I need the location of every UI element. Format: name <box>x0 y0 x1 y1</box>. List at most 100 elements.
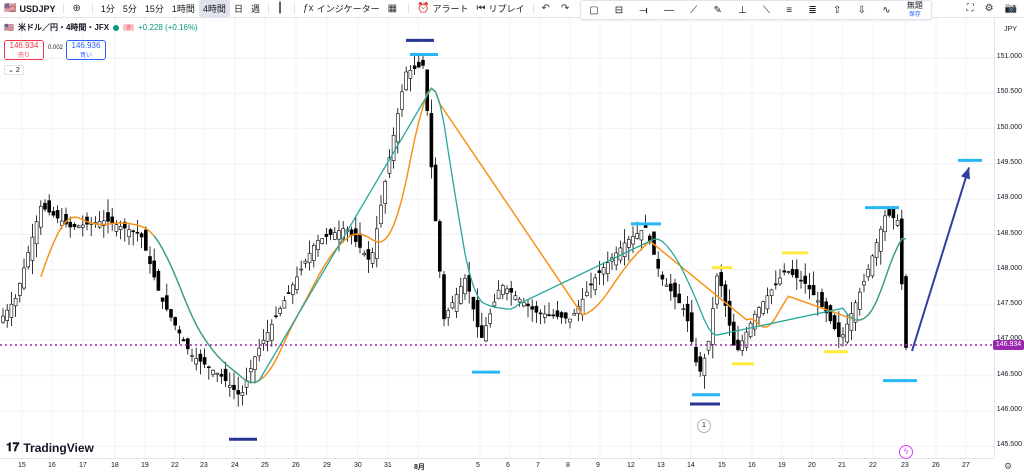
grid-icon: ▦ <box>387 3 398 14</box>
candle-body <box>542 313 547 318</box>
redo-button[interactable]: ↷ <box>557 0 576 17</box>
redo-icon: ↷ <box>560 3 570 14</box>
candle-body <box>400 91 404 110</box>
horizontal-line-icon[interactable]: ⊟ <box>614 4 624 16</box>
time-tick: 15 <box>18 462 26 469</box>
time-tick: 13 <box>657 462 665 469</box>
candle-body <box>446 310 451 318</box>
candle-body <box>622 242 627 257</box>
templates-button[interactable]: ▦ <box>384 0 404 17</box>
candle-body <box>228 384 232 388</box>
candle-body <box>761 301 766 314</box>
legend-title: 米ドル／円・4時間・JFX <box>17 23 110 32</box>
price-tick: 150.500 <box>996 88 1022 96</box>
candle-body <box>299 268 304 271</box>
candle-body <box>320 238 325 244</box>
symbol-search[interactable]: 🇺🇸 USDJPY <box>0 0 59 17</box>
candle-body <box>13 298 18 307</box>
undo-button[interactable]: ↶ <box>538 0 557 17</box>
candle-body <box>513 295 518 300</box>
extended-line-icon[interactable]: ⟍ <box>763 4 771 16</box>
ema-fast-line <box>40 87 907 384</box>
candle-body <box>425 69 430 111</box>
time-tick: 29 <box>323 462 331 469</box>
interval-5m[interactable]: 5分 <box>122 4 137 14</box>
camera-button[interactable]: 📷 <box>1001 0 1024 17</box>
chart-type-button[interactable]: ┃ <box>273 0 290 17</box>
candle-body <box>81 224 85 228</box>
candle-body <box>328 229 333 235</box>
candle-body <box>144 229 148 251</box>
candle-body <box>152 260 156 278</box>
status-badge: ⊘ <box>123 24 135 31</box>
camera-icon: 📷 <box>1004 3 1017 14</box>
rectangle-icon[interactable]: ▢ <box>589 4 599 16</box>
axis-settings-icon[interactable]: ⚙ <box>1004 461 1013 471</box>
price-chart[interactable] <box>0 18 994 458</box>
candle-body <box>538 312 543 315</box>
interval-1d[interactable]: 日 <box>233 4 243 14</box>
candle-body <box>412 65 417 69</box>
candle-body <box>408 70 413 79</box>
price-axis[interactable]: JPY 151.000 150.500 150.000 149.500 149.000 1… <box>994 18 1024 458</box>
save-layout-button[interactable]: 無題 保存 <box>906 0 923 19</box>
unsaved-label: 無題 <box>906 0 923 10</box>
candle-body <box>874 242 879 258</box>
indicators-button[interactable]: ƒx インジケーター <box>299 0 384 17</box>
settings-button[interactable]: ⚙ <box>981 0 1001 17</box>
long-position-icon[interactable]: ≡ <box>786 4 793 16</box>
trend-line-icon[interactable]: ⟋ <box>690 4 698 16</box>
replay-button[interactable]: ⏮ リプレイ <box>473 0 529 17</box>
candle-body <box>358 233 362 248</box>
compare-button[interactable]: ⊕ <box>68 0 87 17</box>
candle-body <box>1 315 5 323</box>
candle-body <box>660 274 665 280</box>
candle-body <box>626 239 631 248</box>
candle-body <box>484 325 488 342</box>
flag-icon: 🇺🇸 <box>4 3 17 14</box>
path-icon[interactable]: ∿ <box>882 4 891 16</box>
candle-body <box>614 252 619 266</box>
arrow-down-icon[interactable]: ⇩ <box>857 4 866 16</box>
gear-icon: ⚙ <box>984 3 994 14</box>
candle-body <box>148 256 152 265</box>
time-tick: 16 <box>48 462 56 469</box>
time-tick: 17 <box>79 462 87 469</box>
candle-body <box>492 301 497 307</box>
brush-icon[interactable]: ✎ <box>713 4 722 16</box>
indicator-toggle[interactable]: ⌄ 2 <box>4 65 24 75</box>
interval-4h[interactable]: 4時間 <box>198 0 230 17</box>
candle-body <box>559 312 564 318</box>
candle-body <box>748 322 753 337</box>
candle-body <box>685 303 690 322</box>
interval-15m[interactable]: 15分 <box>144 4 164 14</box>
alert-label: アラート <box>432 4 469 14</box>
interval-1h[interactable]: 1時間 <box>171 4 195 14</box>
short-position-icon[interactable]: ≣ <box>808 4 817 16</box>
candle-body <box>584 291 589 296</box>
event-marker[interactable]: 1 <box>697 419 711 433</box>
vertical-line-icon[interactable]: ⊥ <box>738 4 747 16</box>
arrow-up-icon[interactable]: ⇧ <box>832 4 842 16</box>
candle-body <box>72 224 77 228</box>
time-axis[interactable]: 15 16 17 18 19 22 23 24 25 26 29 30 31 8月 5 6 7 8 9 12 13 14 1… <box>0 458 994 474</box>
time-tick: 9 <box>596 462 600 469</box>
buy-button[interactable]: 146.936 買い <box>66 40 106 60</box>
candles-icon: ┃ <box>276 3 283 14</box>
fullscreen-button[interactable]: ⛶ <box>963 0 981 17</box>
candle-body <box>857 291 862 310</box>
candle-body <box>421 59 425 66</box>
candle-body <box>845 323 850 343</box>
horizontal-ray-icon[interactable]: — <box>663 4 674 16</box>
interval-1m[interactable]: 1分 <box>100 4 115 14</box>
candle-body <box>433 164 438 222</box>
bolt-icon[interactable]: ϟ <box>899 445 913 459</box>
alert-button[interactable]: ⏰ アラート <box>413 0 472 17</box>
candle-body <box>173 317 177 326</box>
ray-icon[interactable]: ⟞ <box>639 4 648 16</box>
interval-1w[interactable]: 週 <box>250 4 260 14</box>
candle-body <box>635 233 640 239</box>
candle-body <box>530 306 535 310</box>
time-tick: 22 <box>869 462 877 469</box>
sell-button[interactable]: 146.934 売り <box>4 40 44 60</box>
